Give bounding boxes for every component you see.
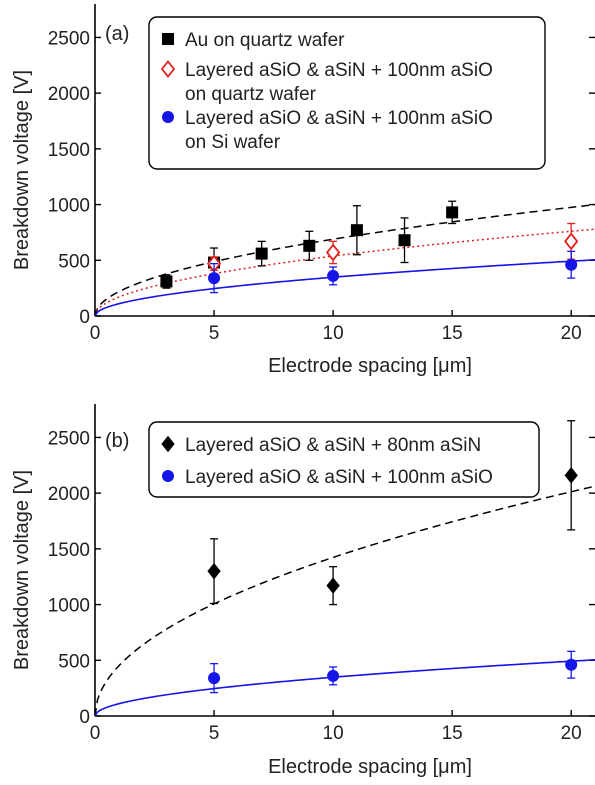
x-tick-label: 5 — [209, 723, 220, 744]
legend-box — [148, 16, 546, 170]
x-tick-label: 0 — [90, 323, 101, 344]
x-tick-label: 20 — [561, 723, 582, 744]
chart-panel-2: 0 500 1000 1500 2000 2500 0 5 10 15 20 Electrode sp… — [11, 404, 595, 778]
data-point — [564, 232, 579, 251]
y-tick-label: 2000 — [48, 84, 90, 105]
data-point — [564, 467, 578, 484]
x-tick-label: 5 — [209, 323, 220, 344]
y-tick-label: 1500 — [48, 540, 90, 561]
legend-box — [148, 421, 540, 498]
legend-label: Layered aSiO & aSiN + 100nm aSiO — [185, 467, 493, 488]
data-point — [303, 239, 316, 252]
legend-marker — [160, 60, 176, 78]
legend-marker — [161, 435, 175, 453]
data-point — [208, 672, 221, 685]
x-tick-label: 15 — [442, 323, 463, 344]
legend-label: Au on quartz wafer — [185, 30, 345, 51]
data-point — [565, 658, 578, 671]
data-point — [565, 258, 578, 271]
data-point — [207, 562, 221, 580]
chart-panel-1: 0 500 1000 1500 2000 2500 0 5 10 15 20 Electrode sp… — [11, 4, 595, 377]
y-tick-label: 1000 — [48, 196, 90, 217]
data-point — [160, 275, 173, 288]
legend-label: Layered aSiO & aSiN + 100nm aSiO — [185, 108, 493, 129]
fit-curve-3 — [95, 259, 595, 316]
data-point — [350, 224, 363, 237]
series-3 — [208, 250, 578, 294]
legend-label-line2: on Si wafer — [185, 132, 281, 153]
y-tick-label: 1000 — [48, 596, 90, 617]
series-1 — [207, 420, 578, 606]
data-point — [326, 577, 340, 594]
y-tick-label: 500 — [58, 651, 90, 672]
x-tick-label: 10 — [323, 723, 344, 744]
x-tick-label: 15 — [442, 723, 463, 744]
data-point — [398, 234, 411, 247]
legend-marker — [162, 33, 174, 45]
legend-label: Layered aSiO & aSiN + 80nm aSiN — [185, 435, 481, 456]
fit-curve-2 — [95, 228, 595, 316]
data-point — [327, 269, 340, 282]
legend: Layered aSiO & aSiN + 80nm aSiN Layered a… — [148, 421, 540, 498]
legend: Au on quartz wafer Layered aSiO & aSiN + … — [148, 16, 546, 170]
legend-marker — [162, 470, 174, 482]
data-point — [446, 206, 459, 219]
y-tick-label: 2000 — [48, 484, 90, 505]
data-point — [327, 669, 340, 682]
data-point — [208, 272, 221, 285]
legend-label: Layered aSiO & aSiN + 100nm aSiO — [185, 60, 493, 81]
x-axis-label: Electrode spacing [μm] — [268, 355, 472, 377]
y-tick-label: 2500 — [48, 28, 90, 49]
data-point — [255, 247, 268, 260]
x-axis-label: Electrode spacing [μm] — [268, 756, 472, 778]
y-axis-label: Breakdown voltage [V] — [11, 70, 33, 270]
x-tick-label: 0 — [90, 723, 101, 744]
y-tick-label: 1500 — [48, 140, 90, 161]
x-tick-label: 20 — [561, 323, 582, 344]
legend-marker — [162, 111, 174, 123]
x-tick-label: 10 — [323, 323, 344, 344]
y-tick-label: 2500 — [48, 428, 90, 449]
panel-label: (a) — [105, 23, 129, 45]
series-2 — [208, 650, 578, 694]
y-tick-label: 0 — [79, 307, 90, 328]
y-axis-label: Breakdown voltage [V] — [11, 470, 33, 670]
y-tick-label: 500 — [58, 251, 90, 272]
y-tick-label: 0 — [79, 707, 90, 728]
fit-curve-1 — [95, 203, 595, 316]
fit-curve-1 — [95, 485, 595, 716]
fit-curve-2 — [95, 659, 595, 716]
data-point — [325, 243, 341, 262]
legend-label-line2: on quartz wafer — [185, 84, 317, 105]
panel-label: (b) — [105, 430, 129, 452]
